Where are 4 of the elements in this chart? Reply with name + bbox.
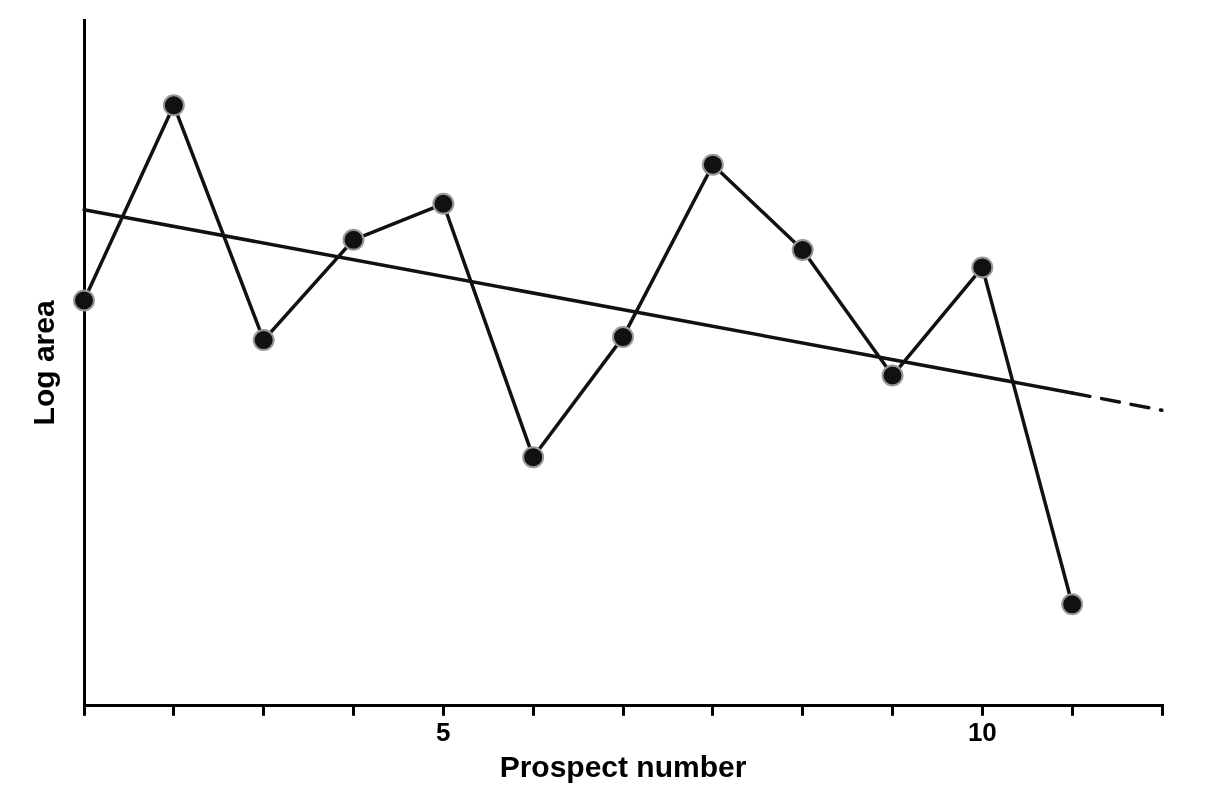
x-tick-label: 5 (436, 716, 451, 747)
x-tick-label: 10 (967, 716, 997, 747)
x-axis-title: Prospect number (499, 750, 747, 784)
y-axis-title: Log area (27, 300, 61, 426)
